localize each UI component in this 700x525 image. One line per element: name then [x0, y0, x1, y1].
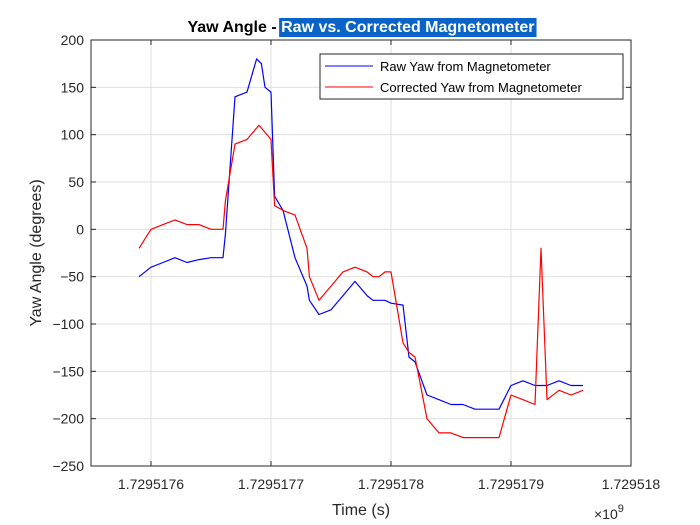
plot-frame [90, 39, 632, 467]
series-line-1 [138, 124, 584, 439]
x-tick-label: 1.7295178 [358, 476, 424, 492]
y-tick-label: −100 [52, 316, 84, 332]
legend: Raw Yaw from Magnetometer Corrected Yaw … [319, 53, 624, 100]
legend-label-corrected: Corrected Yaw from Magnetometer [380, 80, 582, 95]
y-tick-label: −50 [60, 269, 84, 285]
y-tick-label: −150 [52, 363, 84, 379]
x-tick-label: 1.7295176 [118, 476, 184, 492]
series-lines [138, 58, 584, 439]
plot-area [91, 40, 631, 466]
y-tick-label: 150 [61, 79, 85, 95]
chart-title-text: Yaw Angle - Raw vs. Corrected Magnetomet… [187, 19, 534, 36]
y-tick-label: 200 [61, 32, 85, 48]
title-highlight [279, 18, 537, 37]
y-tick-label: 0 [76, 221, 84, 237]
title-part-plain: Yaw Angle - [187, 19, 281, 36]
x-axis-label: Time (s) [332, 502, 390, 519]
x-tick-label: 1.729518 [602, 476, 661, 492]
x-tick-label: 1.7295177 [238, 476, 304, 492]
chart-title: Yaw Angle - Raw vs. Corrected Magnetomet… [187, 18, 537, 37]
y-tick-label: 100 [61, 127, 85, 143]
series-line-0 [138, 58, 583, 410]
y-axis-ticks: 200 150 100 50 0 −50 −100 −150 −200 −250 [52, 32, 631, 474]
y-tick-label: 50 [68, 174, 84, 190]
x-axis-ticks: 1.7295176 1.7295177 1.7295178 1.7295179 1.72… [118, 40, 660, 492]
x-exponent-base: ×10 [594, 506, 618, 522]
legend-label-raw: Raw Yaw from Magnetometer [380, 59, 551, 74]
title-part-highlighted: Raw vs. Corrected Magnetometer [281, 19, 534, 36]
y-axis-label: Yaw Angle (degrees) [28, 179, 45, 326]
legend-box [319, 53, 624, 100]
x-tick-label: 1.7295179 [478, 476, 544, 492]
y-tick-label: −200 [52, 411, 84, 427]
x-exponent-label: ×109 [594, 503, 624, 522]
y-tick-label: −250 [52, 458, 84, 474]
x-exponent-power: 9 [618, 503, 624, 515]
